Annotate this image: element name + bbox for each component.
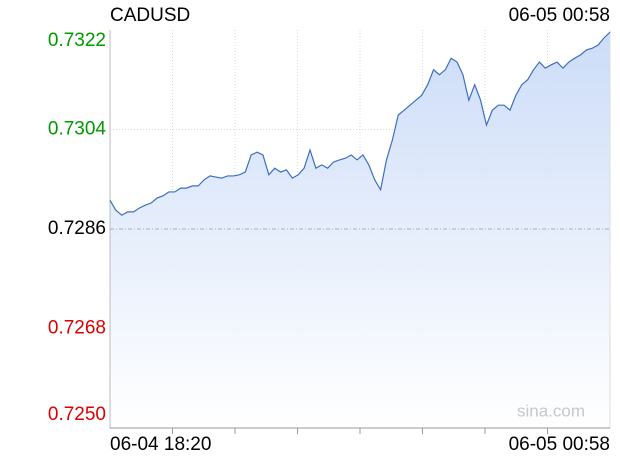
area (110, 32, 610, 429)
timestamp: 06-05 00:58 (509, 5, 610, 26)
y-tick-label: 0.7304 (48, 119, 107, 140)
y-tick-label: 0.7268 (48, 318, 106, 339)
x-tick-label: 06-05 00:58 (509, 434, 610, 455)
y-tick-label: 0.7286 (48, 218, 106, 239)
chart-title: CADUSD (110, 5, 190, 26)
price-line (109, 31, 611, 216)
x-tick-label: 06-04 18:20 (110, 434, 211, 455)
watermark: sina.com (517, 401, 585, 420)
y-tick-label: 0.7322 (48, 30, 106, 51)
y-tick-label: 0.7250 (48, 404, 106, 425)
